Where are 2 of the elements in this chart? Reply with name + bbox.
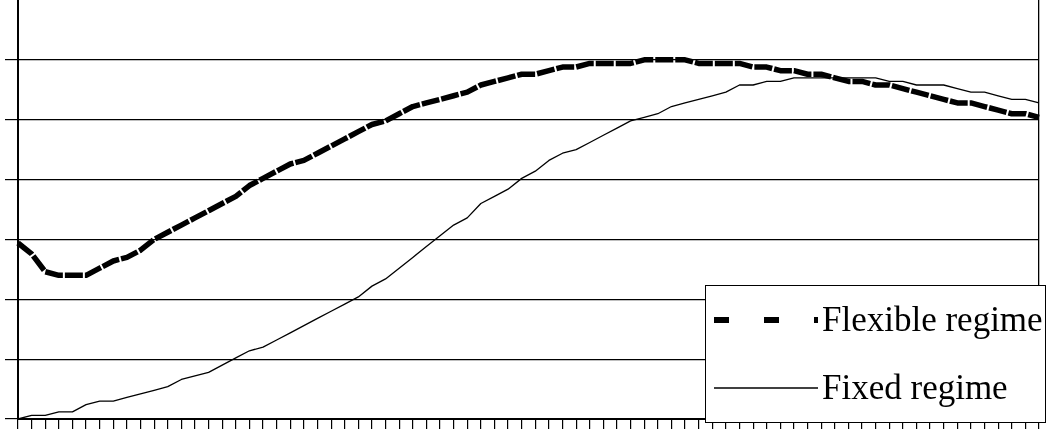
- legend-label: Flexible regime: [822, 300, 1043, 340]
- legend-label: Fixed regime: [822, 368, 1008, 408]
